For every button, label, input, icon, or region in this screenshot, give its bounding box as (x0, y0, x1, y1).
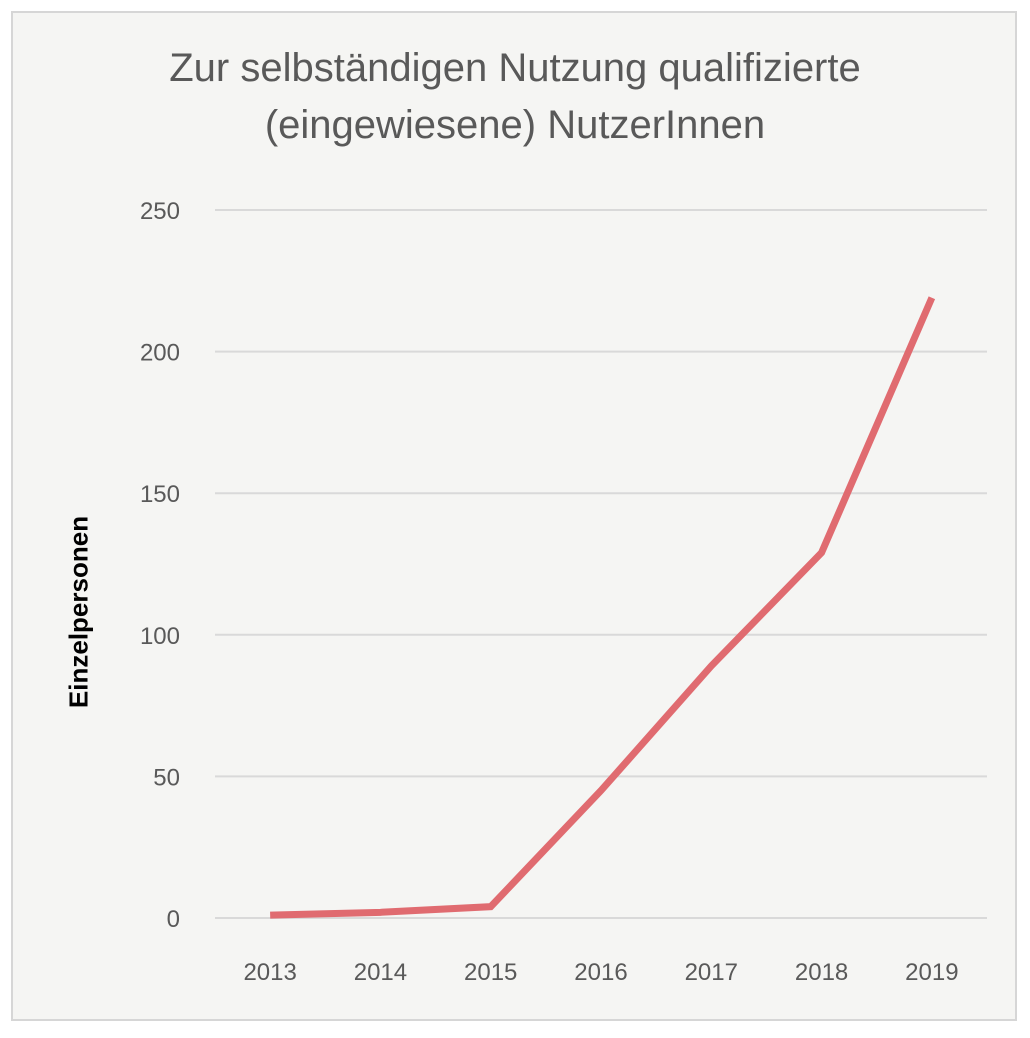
x-tick-label: 2016 (574, 959, 627, 986)
x-tick-label: 2018 (795, 959, 848, 986)
y-tick-label: 0 (167, 906, 180, 933)
chart-title-line-1: Zur selbständigen Nutzung qualifizierte (169, 46, 861, 90)
y-tick-label: 100 (140, 623, 180, 650)
x-tick-label: 2013 (243, 959, 296, 986)
gridlines (215, 209, 987, 919)
x-axis-ticks: 2013 2014 2015 2016 2017 2018 2019 (243, 959, 958, 986)
chart-title-line-2: (eingewiesene) NutzerInnen (264, 103, 766, 147)
x-tick-label: 2017 (685, 959, 738, 986)
y-tick-label: 200 (140, 340, 180, 367)
y-tick-label: 50 (153, 764, 180, 791)
y-tick-label: 250 (140, 198, 180, 225)
series-group (270, 296, 936, 919)
y-axis-ticks: 0 50 100 150 200 250 (140, 198, 180, 933)
x-tick-label: 2019 (905, 959, 958, 986)
x-tick-label: 2015 (464, 959, 517, 986)
x-tick-label: 2014 (354, 959, 407, 986)
chart-title: Zur selbständigen Nutzung qualifizierte … (0, 40, 1030, 154)
series-line-0 (270, 296, 936, 919)
chart-area (11, 11, 1017, 1021)
y-tick-label: 150 (140, 481, 180, 508)
